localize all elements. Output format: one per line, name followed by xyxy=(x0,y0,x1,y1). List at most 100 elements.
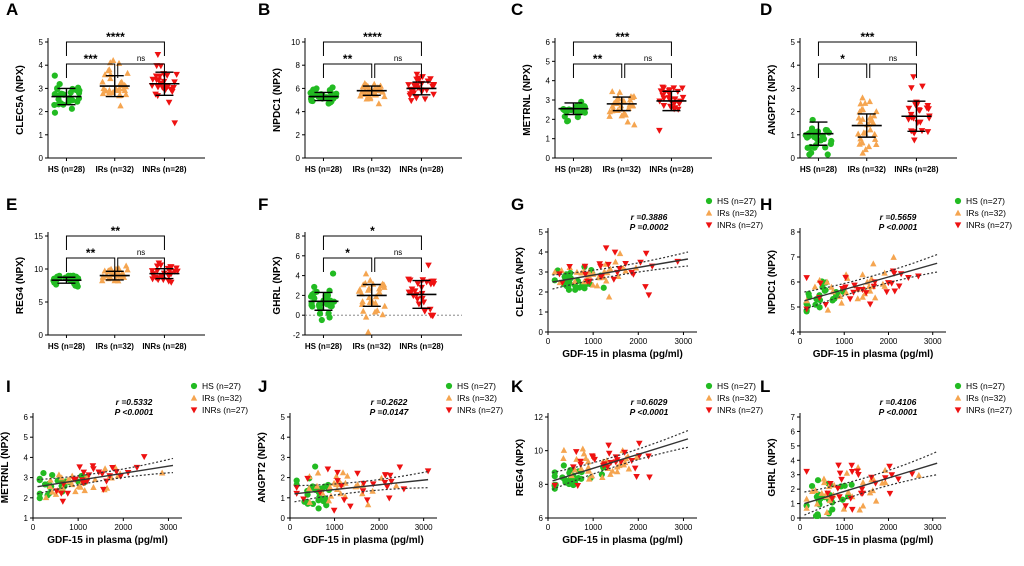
inrs-point xyxy=(98,471,106,478)
inrs-point xyxy=(419,295,426,302)
irs-point xyxy=(866,98,873,105)
hs-point xyxy=(311,283,318,291)
irs-point xyxy=(585,458,592,465)
inrs-point xyxy=(427,76,434,83)
y-tick-label: 1 xyxy=(539,308,544,317)
y-tick-label: 8 xyxy=(791,228,796,237)
inrs-point xyxy=(891,288,899,295)
irs-point xyxy=(90,483,97,490)
category-label: HS (n=28) xyxy=(555,165,592,174)
y-tick-label: 8 xyxy=(296,61,301,70)
irs-point xyxy=(551,268,558,275)
correlation-r: r =0.6029 xyxy=(631,397,668,407)
inrs-point xyxy=(910,74,917,81)
inrs-point xyxy=(347,503,354,510)
irs-point xyxy=(106,86,113,93)
irs-point xyxy=(573,268,581,275)
y-tick-label: 6 xyxy=(296,252,301,261)
inrs-point xyxy=(430,91,437,98)
significance-bracket xyxy=(374,257,422,272)
x-tick-label: 1000 xyxy=(69,523,87,532)
y-tick-label: 5 xyxy=(39,38,44,47)
x-tick-label: 3000 xyxy=(924,523,942,532)
irs-point xyxy=(306,498,313,505)
panel-f: -2 0 2 4 6 8 GHRL (NPX) HS (n=28) IRs (n=32) INRs… xyxy=(258,195,462,351)
inrs-point xyxy=(908,471,916,478)
y-axis-label: REG4 (NPX) xyxy=(515,439,526,496)
x-tick-label: 1000 xyxy=(326,523,344,532)
inrs-point xyxy=(604,464,611,471)
y-axis-label: GHRL (NPX) xyxy=(272,256,283,314)
y-tick-label: 5 xyxy=(546,57,551,66)
irs-point xyxy=(115,59,123,66)
inrs-point xyxy=(925,106,932,113)
irs-point xyxy=(376,288,383,295)
hs-point xyxy=(445,382,453,390)
hs-point xyxy=(954,382,962,390)
irs-point xyxy=(840,505,848,512)
hs-point xyxy=(75,87,83,94)
inrs-point xyxy=(157,63,165,70)
irs-point xyxy=(77,483,84,490)
irs-point xyxy=(573,455,580,462)
inrs-point xyxy=(414,281,422,288)
irs-point xyxy=(854,295,861,302)
hs-point xyxy=(824,151,831,158)
inrs-point xyxy=(424,468,432,475)
inrs-point xyxy=(154,52,162,59)
hs-point xyxy=(551,469,558,476)
inrs-point xyxy=(834,485,842,492)
regression-line xyxy=(37,464,174,488)
x-tick-label: 1000 xyxy=(584,523,602,532)
irs-point xyxy=(325,497,333,504)
irs-point xyxy=(118,78,125,85)
irs-point xyxy=(881,269,888,276)
y-tick-label: 0 xyxy=(296,311,301,320)
y-tick-label: 0 xyxy=(546,154,551,163)
irs-point xyxy=(313,482,321,489)
y-tick-label: 3 xyxy=(546,96,551,105)
y-tick-label: 3 xyxy=(539,268,544,277)
significance-label: ** xyxy=(343,52,353,66)
significance-bracket xyxy=(572,41,672,56)
irs-point xyxy=(105,67,112,74)
irs-point xyxy=(339,469,347,476)
irs-point xyxy=(622,267,629,274)
hs-point xyxy=(954,197,962,205)
correlation-r: r =0.5332 xyxy=(116,397,153,407)
irs-point xyxy=(607,265,614,272)
irs-point xyxy=(364,501,372,508)
y-tick-label: 8 xyxy=(539,480,544,489)
legend-entry: INRs (n=27) xyxy=(202,405,248,415)
inrs-point xyxy=(419,74,426,81)
irs-point xyxy=(857,100,864,107)
inrs-point xyxy=(851,282,858,289)
significance-bracket xyxy=(374,63,422,78)
y-tick-label: 10 xyxy=(291,38,300,47)
irs-point xyxy=(954,209,962,216)
inrs-point xyxy=(670,101,678,108)
significance-bracket xyxy=(572,63,623,78)
y-tick-label: 1 xyxy=(281,494,286,503)
y-tick-label: 3 xyxy=(281,453,286,462)
inrs-point xyxy=(383,484,391,491)
y-axis-label: METRNL (NPX) xyxy=(522,64,533,135)
irs-point xyxy=(826,497,833,504)
category-label: HS (n=28) xyxy=(305,165,342,174)
inrs-point xyxy=(413,71,421,78)
inrs-point xyxy=(165,278,173,285)
inrs-point xyxy=(170,84,177,91)
inrs-point xyxy=(862,290,870,297)
inrs-point xyxy=(584,278,591,285)
y-tick-label: 5 xyxy=(281,413,286,422)
irs-point xyxy=(55,471,63,478)
panel-a: 0 1 2 3 4 5 CLEC5A (NPX) HS (n=28) IRs (n=32) INR… xyxy=(6,0,205,174)
irs-point xyxy=(190,394,198,401)
category-label: IRs (n=32) xyxy=(353,165,392,174)
confidence-band-lower xyxy=(804,474,938,516)
irs-point xyxy=(868,117,875,124)
hs-point xyxy=(564,118,571,125)
irs-point xyxy=(99,78,106,85)
x-tick-label: 1000 xyxy=(835,523,853,532)
y-tick-label: 6 xyxy=(546,38,551,47)
